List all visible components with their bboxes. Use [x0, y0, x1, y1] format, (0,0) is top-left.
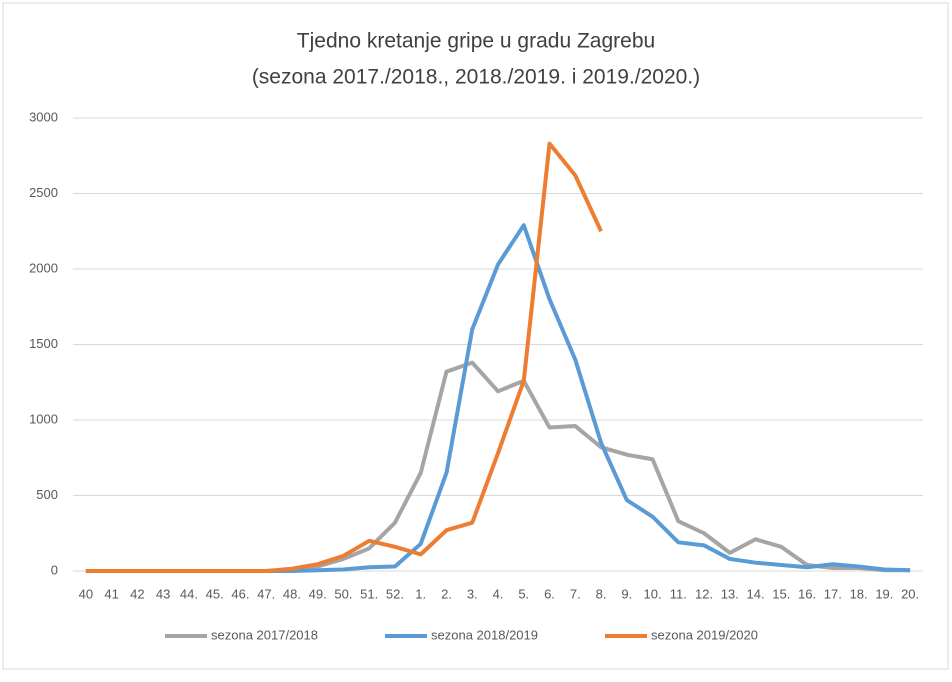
- chart-subtitle: (sezona 2017./2018., 2018./2019. i 2019.…: [252, 66, 700, 89]
- x-tick-label: 45.: [206, 586, 224, 601]
- x-tick-label: 19.: [875, 586, 893, 601]
- x-tick-label: 20.: [901, 586, 919, 601]
- x-tick-label: 52.: [386, 586, 404, 601]
- x-tick-label: 10.: [644, 586, 662, 601]
- x-tick-label: 48.: [283, 586, 301, 601]
- x-tick-label: 7.: [570, 586, 581, 601]
- chart-title: Tjedno kretanje gripe u gradu Zagrebu: [297, 30, 655, 53]
- x-tick-label: 42: [130, 586, 144, 601]
- series-line: [85, 141, 603, 573]
- x-tick-label: 44.: [180, 586, 198, 601]
- x-tick-label: 49.: [309, 586, 327, 601]
- x-tick-label: 2.: [441, 586, 452, 601]
- y-tick-label: 1500: [29, 336, 58, 351]
- x-tick-label: 18.: [850, 586, 868, 601]
- x-tick-label: 4.: [493, 586, 504, 601]
- x-tick-label: 16.: [798, 586, 816, 601]
- x-tick-label: 9.: [621, 586, 632, 601]
- x-tick-label: 3.: [467, 586, 478, 601]
- x-tick-label: 46.: [231, 586, 249, 601]
- x-tick-label: 8.: [596, 586, 607, 601]
- x-tick-label: 41: [104, 586, 118, 601]
- x-tick-label: 51.: [360, 586, 378, 601]
- legend-label: sezona 2018/2019: [431, 627, 538, 642]
- x-tick-label: 47.: [257, 586, 275, 601]
- x-tick-label: 14.: [747, 586, 765, 601]
- x-tick-label: 11.: [670, 586, 687, 601]
- x-tick-label: 15.: [772, 586, 790, 601]
- x-tick-label: 17.: [824, 586, 842, 601]
- x-tick-label: 40: [79, 586, 93, 601]
- x-tick-label: 43: [156, 586, 170, 601]
- y-tick-label: 2000: [29, 260, 58, 275]
- legend-label: sezona 2019/2020: [651, 627, 758, 642]
- chart-border: [2, 2, 949, 670]
- x-tick-label: 1.: [415, 586, 426, 601]
- y-tick-label: 0: [51, 562, 58, 577]
- x-tick-label: 13.: [721, 586, 739, 601]
- y-tick-label: 1000: [29, 411, 58, 426]
- y-tick-label: 3000: [29, 109, 58, 124]
- legend-label: sezona 2017/2018: [211, 627, 318, 642]
- x-tick-label: 12.: [695, 586, 713, 601]
- x-tick-label: 5.: [518, 586, 529, 601]
- y-tick-label: 2500: [29, 185, 58, 200]
- y-tick-label: 500: [36, 487, 58, 502]
- x-tick-label: 50.: [334, 586, 352, 601]
- x-tick-label: 6.: [544, 586, 555, 601]
